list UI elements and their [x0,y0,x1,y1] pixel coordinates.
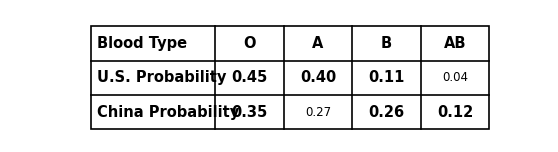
Text: A: A [312,36,324,51]
Text: China Probability: China Probability [97,105,239,120]
Text: Blood Type: Blood Type [97,36,187,51]
Text: AB: AB [444,36,466,51]
Text: O: O [243,36,256,51]
Text: 0.35: 0.35 [232,105,268,120]
Text: 0.27: 0.27 [305,106,331,119]
Bar [92,26,489,130]
Text: B: B [381,36,392,51]
Text: 0.40: 0.40 [300,70,336,85]
Text: U.S. Probability: U.S. Probability [97,70,226,85]
Text: 0.11: 0.11 [368,70,405,85]
Text: 0.12: 0.12 [437,105,473,120]
Text: 0.26: 0.26 [368,105,405,120]
Text: 0.45: 0.45 [232,70,268,85]
Text: 0.04: 0.04 [442,71,468,84]
